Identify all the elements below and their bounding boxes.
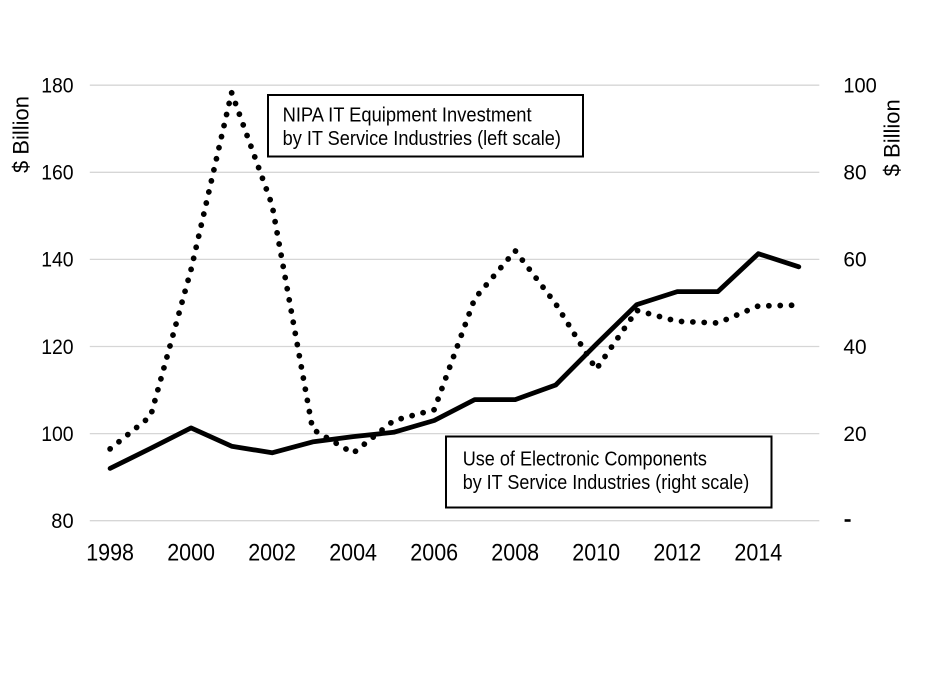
svg-text:2002: 2002 bbox=[248, 540, 296, 567]
svg-text:2010: 2010 bbox=[572, 540, 620, 567]
svg-text:by IT Service Industries (righ: by IT Service Industries (right scale) bbox=[463, 471, 750, 494]
svg-text:80: 80 bbox=[843, 162, 866, 185]
svg-text:120: 120 bbox=[41, 336, 73, 359]
svg-text:2004: 2004 bbox=[329, 540, 377, 567]
svg-text:100: 100 bbox=[843, 75, 876, 98]
svg-text:2014: 2014 bbox=[734, 540, 782, 567]
svg-text:by IT Service Industries (left: by IT Service Industries (left scale) bbox=[283, 127, 561, 150]
svg-text:20: 20 bbox=[843, 423, 866, 446]
svg-text:$ Billion: $ Billion bbox=[879, 99, 904, 176]
svg-text:2012: 2012 bbox=[653, 540, 701, 567]
svg-text:Use of Electronic Components: Use of Electronic Components bbox=[463, 448, 707, 471]
svg-text:40: 40 bbox=[843, 336, 866, 359]
svg-text:$ Billion: $ Billion bbox=[9, 96, 34, 173]
svg-text:2006: 2006 bbox=[410, 540, 458, 567]
svg-text:NIPA IT Equipment Investment: NIPA IT Equipment Investment bbox=[283, 104, 532, 127]
svg-text:60: 60 bbox=[843, 249, 866, 272]
svg-text:140: 140 bbox=[41, 249, 73, 272]
svg-text:160: 160 bbox=[41, 162, 73, 185]
svg-text:180: 180 bbox=[41, 75, 73, 98]
svg-text:100: 100 bbox=[41, 423, 73, 446]
svg-text:2000: 2000 bbox=[167, 540, 215, 567]
svg-text:1998: 1998 bbox=[86, 540, 134, 567]
svg-text:2008: 2008 bbox=[491, 540, 539, 567]
svg-text:80: 80 bbox=[51, 510, 73, 533]
